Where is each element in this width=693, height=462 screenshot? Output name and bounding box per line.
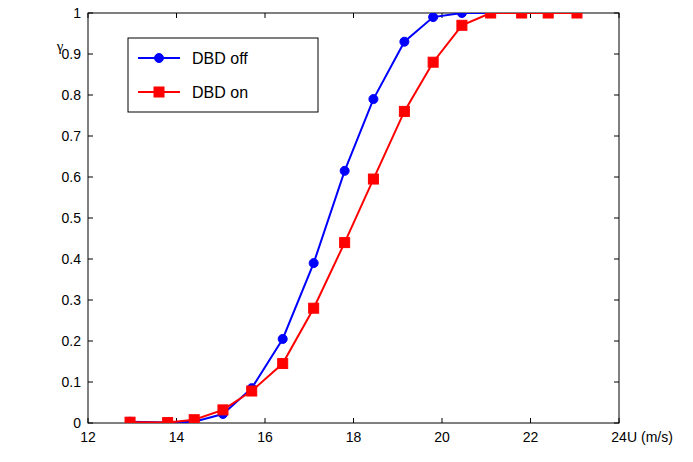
point bbox=[457, 20, 467, 30]
x-tick-label: 24 bbox=[611, 429, 627, 445]
y-tick bbox=[88, 300, 93, 301]
y-tick bbox=[88, 341, 93, 342]
y-tick-right bbox=[614, 300, 619, 301]
x-tick-label: 14 bbox=[169, 429, 185, 445]
x-tick bbox=[265, 418, 266, 423]
point bbox=[369, 95, 378, 104]
y-tick-label: 0.3 bbox=[62, 292, 82, 308]
y-tick-right bbox=[614, 177, 619, 178]
x-axis-label: U (m/s) bbox=[627, 429, 673, 445]
x-tick-top bbox=[353, 13, 354, 18]
legend-box bbox=[128, 38, 318, 112]
y-tick-label: 0.5 bbox=[62, 210, 82, 226]
plot-frame bbox=[88, 13, 619, 423]
point bbox=[126, 417, 135, 423]
point bbox=[189, 415, 199, 423]
point bbox=[517, 13, 527, 18]
x-tick-label: 16 bbox=[257, 429, 273, 445]
point bbox=[486, 13, 495, 18]
legend-label: DBD off bbox=[192, 50, 248, 67]
point bbox=[340, 238, 350, 248]
y-tick-right bbox=[614, 259, 619, 260]
legend-marker bbox=[155, 54, 164, 63]
y-axis-label: γ bbox=[56, 38, 64, 54]
x-tick-top bbox=[265, 13, 266, 18]
y-tick bbox=[88, 136, 93, 137]
y-tick-right bbox=[614, 54, 619, 55]
point bbox=[429, 13, 438, 22]
legend-marker bbox=[154, 87, 164, 97]
x-tick bbox=[530, 418, 531, 423]
x-tick bbox=[442, 418, 443, 423]
y-tick-right bbox=[614, 218, 619, 219]
y-tick bbox=[88, 54, 93, 55]
point bbox=[247, 386, 257, 396]
point bbox=[572, 13, 581, 18]
x-tick-label: 12 bbox=[80, 429, 96, 445]
x-tick-label: 20 bbox=[434, 429, 450, 445]
point bbox=[428, 57, 438, 67]
point bbox=[399, 106, 409, 116]
point bbox=[544, 13, 553, 18]
point bbox=[517, 13, 526, 18]
y-tick-label: 0.1 bbox=[62, 374, 82, 390]
point bbox=[368, 174, 378, 184]
y-tick-label: 0 bbox=[73, 415, 81, 431]
y-tick-right bbox=[614, 341, 619, 342]
point bbox=[125, 417, 135, 423]
legend: DBD off DBD on bbox=[128, 38, 318, 112]
y-tick-label: 0.8 bbox=[62, 87, 82, 103]
point bbox=[457, 13, 466, 18]
point bbox=[309, 303, 319, 313]
x-tick-label: 22 bbox=[523, 429, 539, 445]
point bbox=[486, 13, 496, 18]
point bbox=[163, 418, 172, 423]
point bbox=[278, 359, 288, 369]
y-tick-label: 1 bbox=[73, 5, 81, 21]
point bbox=[572, 13, 582, 18]
point bbox=[278, 334, 287, 343]
point bbox=[400, 37, 409, 46]
y-tick bbox=[88, 259, 93, 260]
point bbox=[218, 405, 228, 415]
y-tick bbox=[88, 382, 93, 383]
x-tick-label: 18 bbox=[346, 429, 362, 445]
y-tick bbox=[88, 95, 93, 96]
y-tick-label: 0.7 bbox=[62, 128, 82, 144]
point bbox=[163, 418, 173, 423]
x-tick-top bbox=[176, 13, 177, 18]
background bbox=[0, 0, 693, 462]
y-tick-label: 0.4 bbox=[62, 251, 82, 267]
y-tick bbox=[88, 218, 93, 219]
y-tick-right bbox=[614, 136, 619, 137]
point bbox=[340, 166, 349, 175]
y-tick-label: 0.2 bbox=[62, 333, 82, 349]
chart: 12 14 16 18 20 22 24 0 0.1 0.2 0.3 0.4 0.5 0.6 0.7 0.8 0… bbox=[0, 0, 693, 462]
point bbox=[309, 259, 318, 268]
y-tick-label: 0.9 bbox=[62, 46, 82, 62]
y-tick bbox=[88, 177, 93, 178]
plot-area bbox=[125, 13, 582, 423]
y-tick-right bbox=[614, 95, 619, 96]
y-tick-label: 0.6 bbox=[62, 169, 82, 185]
y-tick-right bbox=[614, 382, 619, 383]
legend-label: DBD on bbox=[192, 84, 248, 101]
point bbox=[543, 13, 553, 18]
x-tick bbox=[353, 418, 354, 423]
